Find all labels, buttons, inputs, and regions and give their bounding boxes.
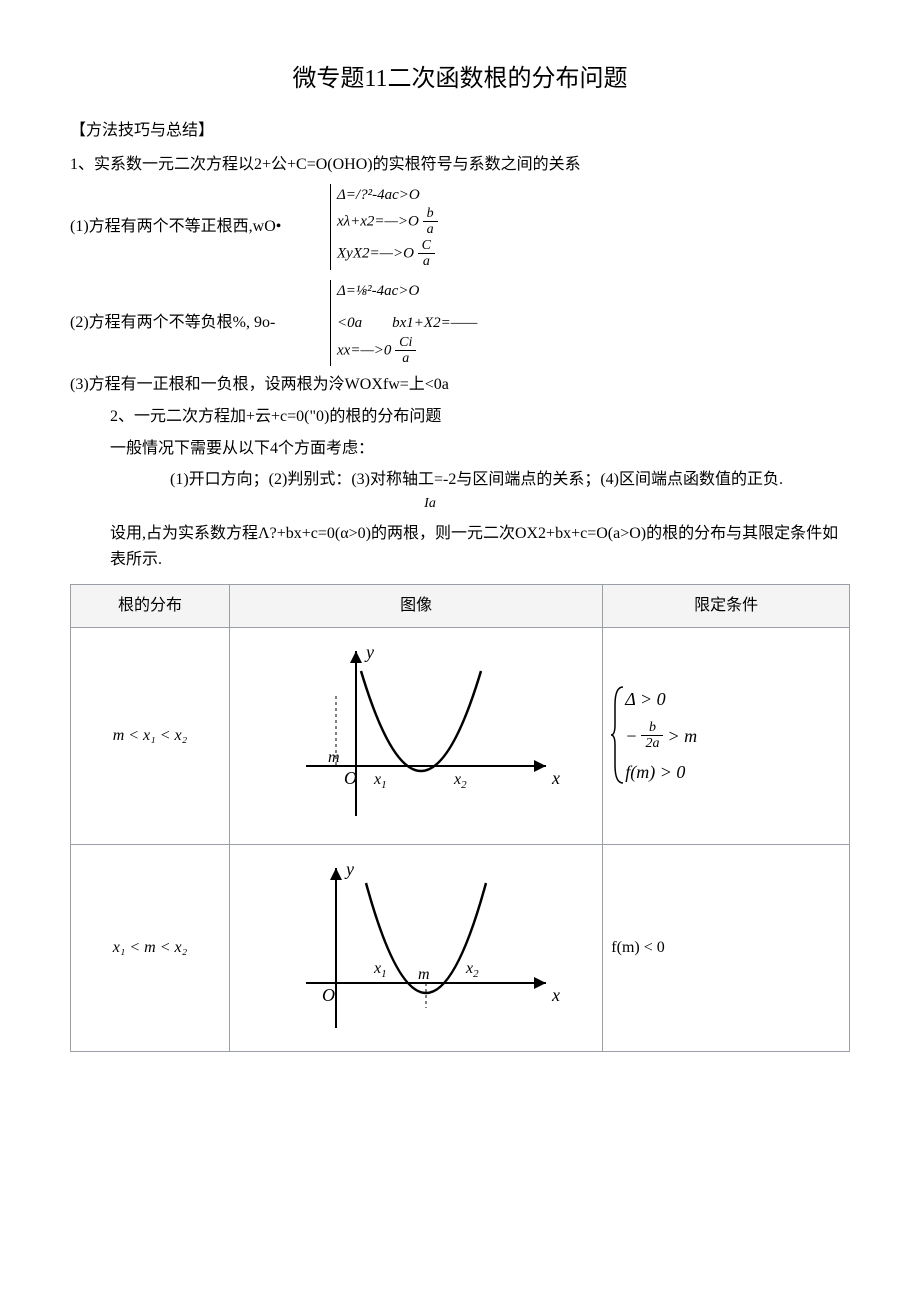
- case3-line: (3)方程有一正根和一负根，设两根为泠WOXfw=上<0a: [70, 372, 850, 398]
- th-img: 图像: [229, 585, 602, 628]
- cond1-l2: − b 2a > m: [625, 720, 697, 752]
- frac-num: Ci: [395, 335, 416, 351]
- case2-line2: <0a bx1+X2=——: [337, 312, 477, 335]
- table-row: m < x₁ < x₂ O x y m x1: [71, 627, 850, 844]
- case2-frac3: Ci a: [395, 335, 416, 367]
- case2-l2: bx1+X2=——: [392, 315, 477, 331]
- real-coeff-intro: 1、实系数一元二次方程以2+公+C=O(OHO)的实根符号与系数之间的关系: [70, 152, 850, 178]
- svg-text:m: m: [418, 966, 430, 983]
- cond2-l1: f(m) < 0: [611, 935, 841, 961]
- case2-label: (2)方程有两个不等负根%, 9o-: [70, 310, 330, 336]
- case2-brace: Δ=⅛²-4ac>O <0a bx1+X2=—— xx=—>0 Ci a: [330, 280, 477, 367]
- table-header-row: 根的分布 图像 限定条件: [71, 585, 850, 628]
- case2-l2pre: <0a: [337, 315, 362, 331]
- four-under: Ia: [330, 493, 530, 515]
- distrib-intro: 2、一元二次方程加+云+c=0("0)的根的分布问题: [110, 404, 850, 430]
- case1-brace: Δ=/?²-4ac>O xλ+x2=—>O b a XyX2=—>O C a: [330, 184, 438, 270]
- parabola-graph-1: O x y m x1 x2: [266, 636, 566, 836]
- svg-text:y: y: [344, 859, 354, 879]
- page-title: 微专题11二次函数根的分布问题: [70, 60, 850, 98]
- svg-text:O: O: [322, 985, 335, 1005]
- th-cond: 限定条件: [603, 585, 850, 628]
- cond1-l3: f(m) > 0: [625, 758, 697, 787]
- cond-cell-1: Δ > 0 − b 2a > m f(m) > 0: [603, 627, 850, 844]
- four-detail: (1)开口方向；(2)判别式：(3)对称轴工=-2与区间端点的关系；(4)区间端…: [170, 467, 850, 515]
- case2-content: Δ=⅛²-4ac>O <0a bx1+X2=—— xx=—>0 Ci a: [337, 280, 477, 367]
- svg-text:y: y: [364, 642, 374, 662]
- dist-cell-2: x₁ < m < x₂: [71, 844, 230, 1051]
- table-row: x₁ < m < x₂ O x y m x1: [71, 844, 850, 1051]
- cond1-l1: Δ > 0: [625, 685, 697, 714]
- methods-heading: 【方法技巧与总结】: [70, 118, 850, 144]
- case1-line2: xλ+x2=—>O b a: [337, 206, 438, 238]
- case1-l2a: xλ+x2=—>O: [337, 213, 419, 229]
- spacer: [337, 302, 477, 312]
- frac-den: a: [418, 254, 435, 269]
- cond-lines-1: Δ > 0 − b 2a > m f(m) > 0: [625, 685, 697, 786]
- case1-frac3: C a: [418, 238, 435, 270]
- parabola-graph-2: O x y m x1 x2: [266, 853, 566, 1043]
- svg-text:x1: x1: [373, 771, 387, 791]
- case2-row: (2)方程有两个不等负根%, 9o- Δ=⅛²-4ac>O <0a bx1+X2…: [70, 280, 850, 367]
- case2-line1: Δ=⅛²-4ac>O: [337, 280, 477, 303]
- graph-cell-2: O x y m x1 x2: [229, 844, 602, 1051]
- svg-text:x1: x1: [373, 960, 387, 980]
- cond-brace-1: Δ > 0 − b 2a > m f(m) > 0: [611, 685, 841, 786]
- svg-text:x: x: [551, 768, 560, 788]
- graph-cell-1: O x y m x1 x2: [229, 627, 602, 844]
- frac-den: a: [395, 351, 416, 366]
- brace-line: [330, 184, 331, 270]
- frac-num: b: [423, 206, 438, 222]
- frac-den: a: [423, 222, 438, 237]
- four-intro: 一般情况下需要从以下4个方面考虑：: [110, 436, 850, 462]
- dist-cell-1: m < x₁ < x₂: [71, 627, 230, 844]
- svg-text:x2: x2: [453, 771, 467, 791]
- case1-l3a: XyX2=—>O: [337, 245, 414, 261]
- svg-text:O: O: [344, 768, 357, 788]
- setup-line: 设用,占为实系数方程Λ?+bx+c=0(α>0)的两根，则一元二次OX2+bx+…: [110, 521, 850, 572]
- th-dist: 根的分布: [71, 585, 230, 628]
- cond-lines-2: f(m) < 0: [611, 935, 841, 961]
- brace-line: [330, 280, 331, 367]
- case2-line3: xx=—>0 Ci a: [337, 335, 477, 367]
- left-brace-icon: [611, 685, 625, 785]
- four-detail-text: (1)开口方向；(2)判别式：(3)对称轴工=-2与区间端点的关系；(4)区间端…: [170, 471, 783, 488]
- svg-text:m: m: [328, 749, 340, 766]
- frac-num: C: [418, 238, 435, 254]
- svg-text:x2: x2: [465, 960, 479, 980]
- svg-text:x: x: [551, 985, 560, 1005]
- case1-row: (1)方程有两个不等正根西,wO• Δ=/?²-4ac>O xλ+x2=—>O …: [70, 184, 850, 270]
- case2-l3a: xx=—>0: [337, 342, 391, 358]
- case1-line1: Δ=/?²-4ac>O: [337, 184, 438, 207]
- case1-content: Δ=/?²-4ac>O xλ+x2=—>O b a XyX2=—>O C a: [337, 184, 438, 270]
- case1-line3: XyX2=—>O C a: [337, 238, 438, 270]
- root-distribution-table: 根的分布 图像 限定条件 m < x₁ < x₂ O x y: [70, 584, 850, 1052]
- cond-cell-2: f(m) < 0: [603, 844, 850, 1051]
- case1-label: (1)方程有两个不等正根西,wO•: [70, 214, 330, 240]
- case1-frac2: b a: [423, 206, 438, 238]
